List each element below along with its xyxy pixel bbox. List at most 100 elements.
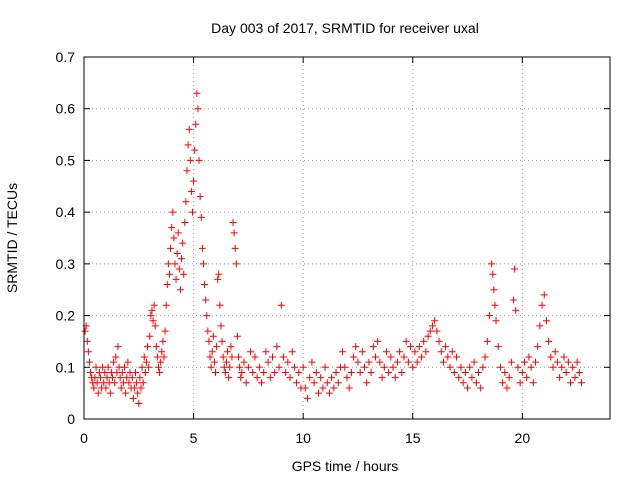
data-point: [255, 363, 263, 371]
data-point: [157, 358, 165, 366]
data-point: [332, 368, 340, 376]
data-point: [205, 337, 213, 345]
data-point: [169, 208, 177, 216]
data-point: [217, 322, 225, 330]
data-point: [439, 358, 447, 366]
data-point: [496, 363, 504, 371]
data-point: [134, 389, 142, 397]
data-point: [556, 374, 564, 382]
data-point: [128, 374, 136, 382]
data-point: [171, 260, 179, 268]
data-point: [165, 270, 173, 278]
data-point: [540, 291, 548, 299]
data-point: [459, 379, 467, 387]
data-point: [104, 363, 112, 371]
data-point: [178, 255, 186, 263]
data-point: [81, 327, 89, 335]
data-point: [232, 260, 240, 268]
data-point: [284, 358, 292, 366]
data-point: [363, 379, 371, 387]
data-point: [562, 368, 570, 376]
data-point: [455, 374, 463, 382]
data-point: [148, 306, 156, 314]
y-tick-label: 0.3: [56, 256, 76, 272]
data-point: [418, 353, 426, 361]
data-point: [578, 379, 586, 387]
data-point: [470, 358, 478, 366]
data-point: [163, 281, 171, 289]
data-point: [371, 353, 379, 361]
data-point: [290, 363, 298, 371]
data-point: [85, 358, 93, 366]
data-point: [512, 306, 520, 314]
data-point: [361, 363, 369, 371]
data-point: [492, 317, 500, 325]
data-point: [396, 348, 404, 356]
data-point: [210, 358, 218, 366]
data-point: [547, 353, 555, 361]
data-point: [271, 368, 279, 376]
data-point: [225, 374, 233, 382]
data-point: [288, 348, 296, 356]
data-point: [237, 374, 245, 382]
data-point: [569, 363, 577, 371]
data-point: [466, 363, 474, 371]
data-point: [122, 389, 130, 397]
data-point: [173, 250, 181, 258]
data-point: [356, 368, 364, 376]
data-point: [534, 343, 542, 351]
y-tick-label: 0.1: [56, 359, 76, 375]
data-point: [110, 358, 118, 366]
chart-title: Day 003 of 2017, SRMTID for receiver uxa…: [211, 20, 479, 36]
data-point: [87, 368, 95, 376]
data-point: [538, 301, 546, 309]
data-point: [529, 379, 537, 387]
data-point: [194, 105, 202, 113]
data-point: [160, 353, 168, 361]
data-point: [233, 332, 241, 340]
data-point: [168, 224, 176, 232]
data-point: [201, 281, 209, 289]
data-point: [253, 374, 261, 382]
y-tick-label: 0: [67, 411, 75, 427]
data-point: [328, 374, 336, 382]
data-point: [523, 374, 531, 382]
data-point: [545, 337, 553, 345]
data-point: [378, 374, 386, 382]
data-point: [264, 358, 272, 366]
data-point: [90, 384, 98, 392]
data-point: [479, 363, 487, 371]
data-point: [262, 348, 270, 356]
y-tick-label: 0.2: [56, 308, 76, 324]
data-point: [491, 301, 499, 309]
data-point: [525, 353, 533, 361]
data-point: [197, 213, 205, 221]
data-point: [129, 394, 137, 402]
data-point: [196, 193, 204, 201]
data-point: [190, 177, 198, 185]
data-point: [188, 208, 196, 216]
data-point: [203, 312, 211, 320]
data-point: [499, 379, 507, 387]
data-point: [354, 358, 362, 366]
data-point: [116, 374, 124, 382]
plot-frame: [83, 56, 611, 420]
data-point: [108, 374, 116, 382]
data-point: [347, 368, 355, 376]
data-point: [516, 379, 524, 387]
data-point: [221, 368, 229, 376]
y-tick-label: 0.5: [56, 152, 76, 168]
data-point: [481, 353, 489, 361]
x-tick-label: 10: [295, 430, 311, 446]
data-point: [325, 389, 333, 397]
data-point: [415, 343, 423, 351]
data-point: [420, 337, 428, 345]
data-point: [161, 327, 169, 335]
data-point: [231, 244, 239, 252]
data-point: [151, 322, 159, 330]
data-point: [450, 368, 458, 376]
data-point: [213, 343, 221, 351]
data-point: [155, 363, 163, 371]
data-point: [135, 399, 143, 407]
